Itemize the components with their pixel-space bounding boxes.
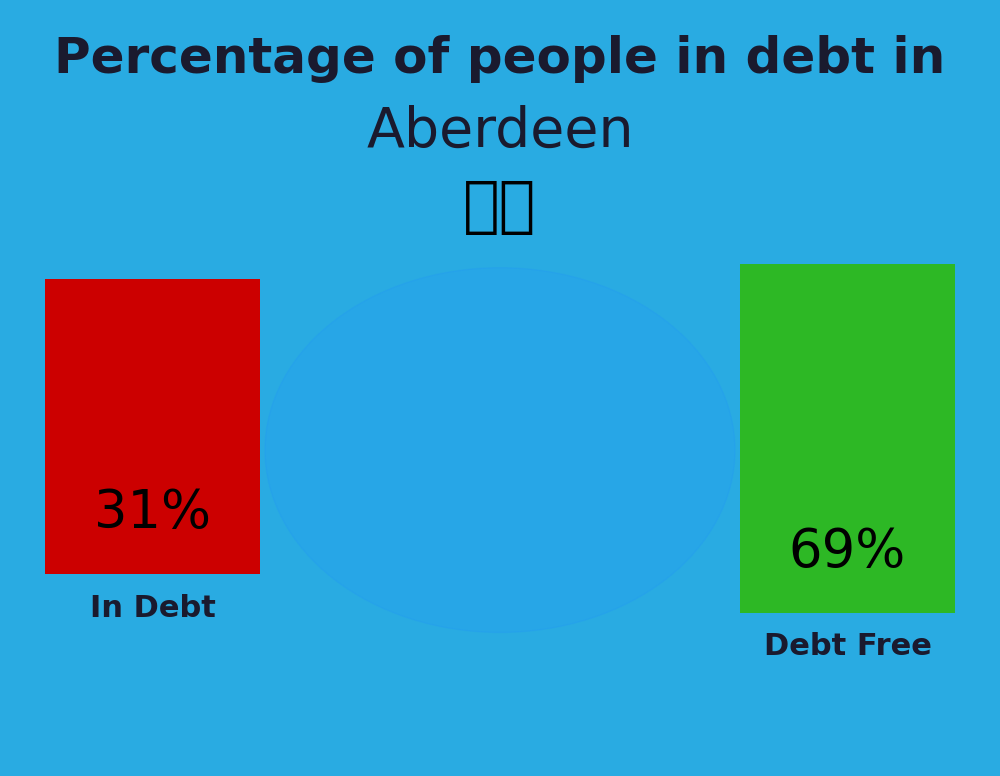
Text: Debt Free: Debt Free — [764, 632, 931, 661]
Text: Aberdeen: Aberdeen — [366, 105, 634, 159]
Circle shape — [265, 268, 735, 632]
Text: In Debt: In Debt — [90, 594, 215, 622]
FancyBboxPatch shape — [45, 279, 260, 574]
Text: Percentage of people in debt in: Percentage of people in debt in — [54, 35, 946, 83]
Text: 🇬🇧: 🇬🇧 — [463, 178, 537, 237]
Text: 31%: 31% — [94, 487, 211, 539]
FancyBboxPatch shape — [740, 264, 955, 613]
Text: 69%: 69% — [789, 526, 906, 578]
